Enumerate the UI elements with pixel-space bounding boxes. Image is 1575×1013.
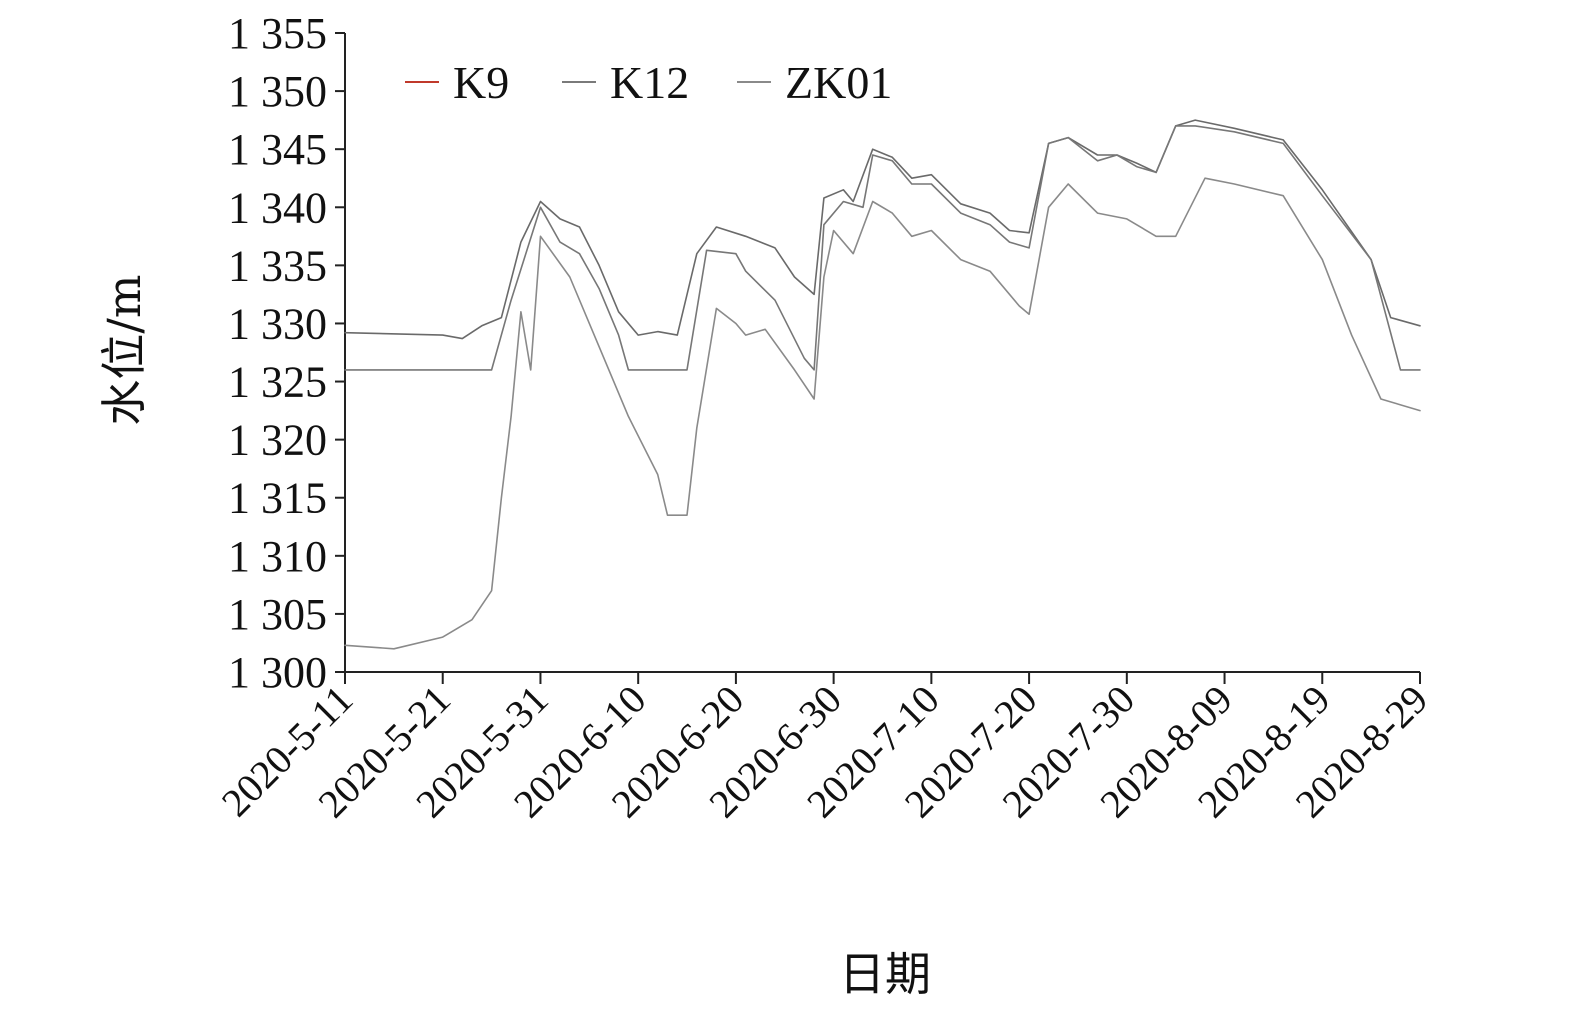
x-axis-title: 日期 <box>839 947 931 1001</box>
y-tick-label: 1 335 <box>228 241 327 290</box>
x-axis: 2020-5-112020-5-212020-5-312020-6-102020… <box>213 671 1436 826</box>
legend-label-k12: K12 <box>610 57 689 108</box>
y-tick-label: 1 315 <box>228 474 327 523</box>
y-tick-label: 1 320 <box>228 416 327 465</box>
y-axis: 1 300 1 305 1 310 1 315 1 320 1 325 1 330 1 335… <box>228 9 346 697</box>
series-line-zk01 <box>344 177 1421 650</box>
y-tick-label: 1 350 <box>228 67 327 116</box>
y-tick-label: 1 310 <box>228 532 327 581</box>
y-tick-label: 1 325 <box>228 358 327 407</box>
y-tick-label: 1 340 <box>228 183 327 232</box>
legend-label-zk01: ZK01 <box>785 57 892 108</box>
y-tick-label: 1 305 <box>228 590 327 639</box>
y-axis-title: 水位/m <box>97 274 151 425</box>
y-tick-label: 1 345 <box>228 125 327 174</box>
legend-label-k9: K9 <box>453 57 509 108</box>
y-tick-label: 1 330 <box>228 299 327 348</box>
y-tick-label: 1 300 <box>228 648 327 697</box>
series-lines <box>344 119 1421 650</box>
y-tick-label: 1 355 <box>228 9 327 58</box>
series-line-k12 <box>344 125 1421 371</box>
legend: K9 K12 ZK01 <box>405 57 892 108</box>
series-line-k9 <box>344 119 1421 340</box>
